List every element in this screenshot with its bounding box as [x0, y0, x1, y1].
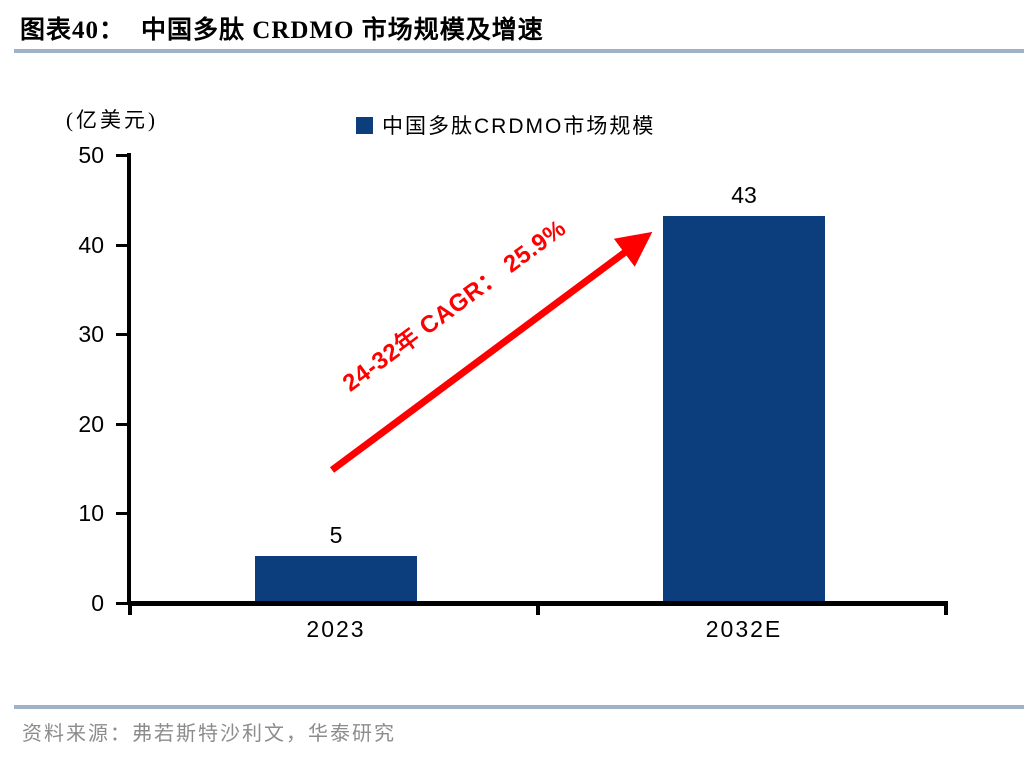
legend: 中国多肽CRDMO市场规模: [356, 110, 655, 140]
y-tick: [116, 243, 130, 247]
y-tick-label: 50: [78, 142, 104, 168]
figure-title-text: 中国多肽 CRDMO 市场规模及增速: [141, 17, 544, 44]
y-tick: [116, 333, 130, 337]
y-tick-label: 0: [91, 590, 104, 616]
bar-value-label: 5: [329, 522, 343, 549]
y-tick-label: 10: [78, 500, 104, 527]
x-category-label: 2032E: [705, 616, 783, 642]
x-category-label: 2023: [306, 616, 366, 642]
y-tick: [116, 422, 130, 426]
y-axis-unit-label: (亿美元): [66, 108, 158, 132]
y-tick-label: 20: [78, 410, 104, 437]
legend-square-icon: [356, 116, 373, 134]
y-tick-label: 30: [78, 321, 104, 348]
figure-title: 图表40： 中国多肽 CRDMO 市场规模及增速: [20, 10, 544, 46]
cagr-arrow-overlay: 24-32年 CAGR： 25.9%: [329, 214, 653, 473]
chart: (亿美元) 中国多肽CRDMO市场规模 0 10 20 30 40 50 5 2023 43 20…: [0, 90, 1036, 705]
cagr-arrow-label: 24-32年 CAGR： 25.9%: [337, 214, 571, 397]
bottom-rule: [14, 705, 1024, 709]
title-rule: [14, 49, 1024, 53]
figure-title-prefix: 图表40：: [20, 17, 126, 44]
cagr-arrow: [329, 231, 653, 473]
x-tick: [536, 601, 540, 615]
y-tick: [116, 512, 130, 516]
y-axis-line: [127, 153, 131, 605]
bar-2023: [255, 556, 417, 601]
bar-value-label: 43: [731, 181, 757, 208]
y-tick: [116, 154, 130, 157]
bar-2032E: [663, 215, 825, 601]
x-tick: [128, 601, 132, 615]
y-tick: [116, 602, 130, 605]
y-tick-label: 40: [78, 231, 104, 258]
legend-label: 中国多肽CRDMO市场规模: [382, 115, 656, 138]
x-tick: [944, 601, 948, 615]
source-text: 资料来源：弗若斯特沙利文，华泰研究: [22, 723, 396, 745]
